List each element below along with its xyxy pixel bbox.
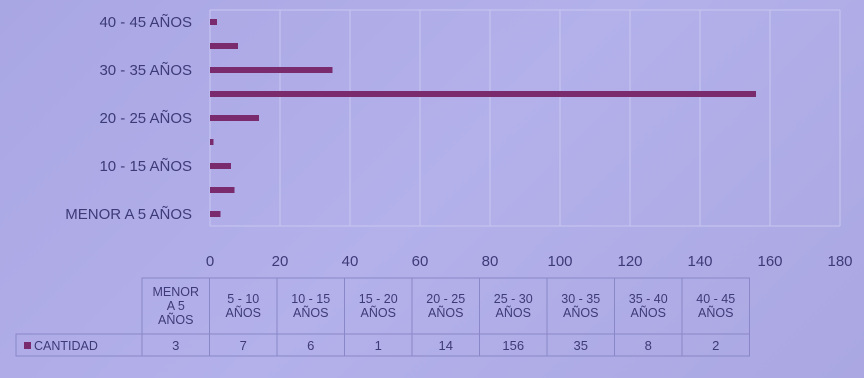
table-header-label: 40 - 45 bbox=[696, 292, 735, 306]
y-tick-label: 40 - 45 AÑOS bbox=[99, 14, 192, 31]
table-header-label: 15 - 20 bbox=[359, 292, 398, 306]
x-tick-label: 40 bbox=[342, 253, 359, 270]
table-header-label: AÑOS bbox=[158, 313, 193, 327]
table-header-label: AÑOS bbox=[563, 306, 598, 320]
y-tick-label: 10 - 15 AÑOS bbox=[99, 158, 192, 175]
bar bbox=[210, 139, 214, 145]
bar bbox=[210, 43, 238, 49]
bar bbox=[210, 115, 259, 121]
table-value: 2 bbox=[712, 338, 719, 353]
grid-lines bbox=[209, 9, 841, 227]
table-header-label: AÑOS bbox=[428, 306, 463, 320]
table-header-label: AÑOS bbox=[698, 306, 733, 320]
table-value: 8 bbox=[645, 338, 652, 353]
x-tick-label: 80 bbox=[482, 253, 499, 270]
table-value: 6 bbox=[307, 338, 314, 353]
bar bbox=[210, 211, 221, 217]
y-tick-label: 20 - 25 AÑOS bbox=[99, 110, 192, 127]
x-tick-label: 160 bbox=[757, 253, 782, 270]
y-tick-label: 30 - 35 AÑOS bbox=[99, 62, 192, 79]
x-tick-label: 0 bbox=[206, 253, 214, 270]
bars bbox=[210, 19, 756, 217]
table-header-label: AÑOS bbox=[293, 306, 328, 320]
table-value: 1 bbox=[375, 338, 382, 353]
x-tick-label: 120 bbox=[617, 253, 642, 270]
table-value: 3 bbox=[172, 338, 179, 353]
table-header-label: 25 - 30 bbox=[494, 292, 533, 306]
table-header-label: 35 - 40 bbox=[629, 292, 668, 306]
table-header-label: 30 - 35 bbox=[561, 292, 600, 306]
table-value: 35 bbox=[574, 338, 588, 353]
table-header-label: 10 - 15 bbox=[291, 292, 330, 306]
bar bbox=[210, 187, 235, 193]
table-header-label: 5 - 10 bbox=[227, 292, 259, 306]
table-header-label: AÑOS bbox=[361, 306, 396, 320]
bar bbox=[210, 67, 333, 73]
table-header-label: AÑOS bbox=[496, 306, 531, 320]
x-axis-labels: 0 20 40 60 80 100 120 140 160 180 bbox=[206, 253, 853, 270]
legend-swatch bbox=[24, 342, 31, 349]
table-value: 156 bbox=[502, 338, 524, 353]
table-value: 7 bbox=[240, 338, 247, 353]
table-header-label: A 5 bbox=[167, 299, 185, 313]
table-header-label: MENOR bbox=[152, 285, 199, 299]
bar bbox=[210, 91, 756, 97]
table-header-label: AÑOS bbox=[631, 306, 666, 320]
legend-label: CANTIDAD bbox=[34, 339, 98, 353]
y-tick-label: MENOR A 5 AÑOS bbox=[65, 206, 192, 223]
bar bbox=[210, 163, 231, 169]
x-tick-label: 140 bbox=[687, 253, 712, 270]
x-tick-label: 60 bbox=[412, 253, 429, 270]
x-tick-label: 20 bbox=[272, 253, 289, 270]
bar bbox=[210, 19, 217, 25]
table-header-label: 20 - 25 bbox=[426, 292, 465, 306]
x-tick-label: 100 bbox=[547, 253, 572, 270]
table-header-label: AÑOS bbox=[226, 306, 261, 320]
table-value-cell bbox=[681, 333, 750, 357]
x-tick-label: 180 bbox=[827, 253, 852, 270]
y-axis-labels: MENOR A 5 AÑOS 10 - 15 AÑOS 20 - 25 AÑOS 30… bbox=[65, 14, 192, 223]
table-value: 14 bbox=[439, 338, 453, 353]
